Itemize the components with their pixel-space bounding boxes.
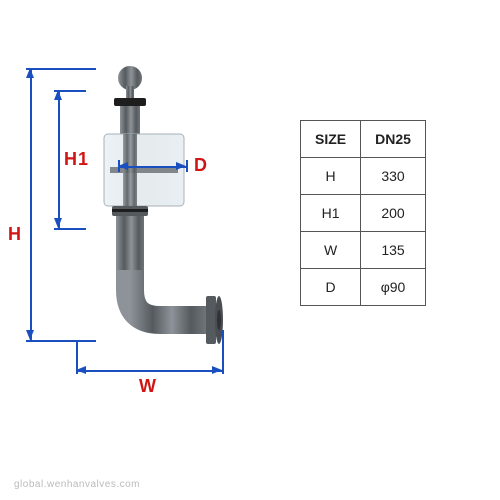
dim-label-H1: H1 bbox=[64, 149, 89, 170]
dim-element bbox=[212, 366, 222, 374]
spec-table: SIZEDN25H330H1200W135Dφ90 bbox=[300, 120, 426, 306]
td: 135 bbox=[361, 232, 426, 269]
dim-element bbox=[118, 162, 128, 170]
dim-label-W: W bbox=[139, 376, 157, 397]
dim-label-D: D bbox=[194, 155, 208, 176]
td: W bbox=[301, 232, 361, 269]
td: φ90 bbox=[361, 269, 426, 306]
dim-element bbox=[118, 160, 120, 172]
watermark-text: global.wenhanvalves.com bbox=[14, 479, 140, 490]
dim-element bbox=[54, 218, 62, 228]
td: H bbox=[301, 158, 361, 195]
dim-element bbox=[54, 228, 86, 230]
dim-element bbox=[186, 160, 188, 172]
td: 330 bbox=[361, 158, 426, 195]
dim-element bbox=[26, 330, 34, 340]
dim-element bbox=[30, 68, 32, 340]
th-SIZE: SIZE bbox=[301, 121, 361, 158]
dim-element bbox=[26, 68, 34, 78]
td: 200 bbox=[361, 195, 426, 232]
td: D bbox=[301, 269, 361, 306]
dim-label-H: H bbox=[8, 224, 22, 245]
th-DN25: DN25 bbox=[361, 121, 426, 158]
dim-element bbox=[176, 162, 186, 170]
dim-element bbox=[58, 90, 60, 228]
td: H1 bbox=[301, 195, 361, 232]
dim-element bbox=[26, 340, 96, 342]
dim-element bbox=[76, 366, 86, 374]
dim-element bbox=[222, 330, 224, 374]
dim-element bbox=[54, 90, 62, 100]
dim-element bbox=[26, 68, 96, 70]
dim-element bbox=[76, 370, 222, 372]
